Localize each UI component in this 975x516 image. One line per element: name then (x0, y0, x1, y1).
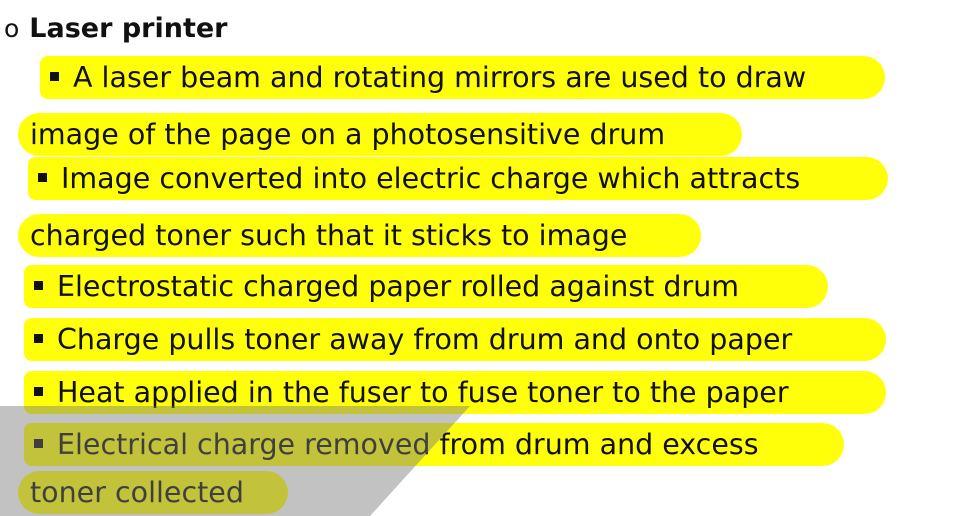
bullet-text: Electrical charge removed from drum and … (57, 428, 759, 461)
bullet-text: Heat applied in the fuser to fuse toner … (57, 376, 789, 409)
bullet-text: image of the page on a photosensitive dr… (30, 118, 666, 151)
square-bullet-icon (34, 386, 43, 396)
highlighted-line: Electrical charge removed from drum and … (24, 423, 844, 466)
highlighted-line: A laser beam and rotating mirrors are us… (40, 56, 885, 99)
bullet-text: toner collected (30, 476, 244, 509)
heading-title: Laser printer (29, 12, 228, 44)
highlighted-line: Electrostatic charged paper rolled again… (24, 265, 828, 308)
highlighted-line: image of the page on a photosensitive dr… (18, 113, 742, 156)
highlighted-line: toner collected (18, 471, 288, 514)
highlighted-line: charged toner such that it sticks to ima… (18, 214, 701, 257)
bullet-text: Image converted into electric charge whi… (61, 162, 801, 195)
square-bullet-icon (34, 333, 43, 343)
bullet-text: A laser beam and rotating mirrors are us… (73, 61, 807, 94)
bullet-text: charged toner such that it sticks to ima… (30, 219, 628, 252)
highlighted-line: Heat applied in the fuser to fuse toner … (24, 371, 886, 414)
square-bullet-icon (50, 71, 59, 81)
square-bullet-icon (38, 172, 47, 182)
square-bullet-icon (34, 438, 43, 448)
heading-bullet-icon: o (4, 13, 20, 43)
heading: o Laser printer (4, 8, 227, 48)
highlighted-line: Charge pulls toner away from drum and on… (24, 318, 886, 361)
highlighted-line: Image converted into electric charge whi… (28, 157, 888, 200)
bullet-text: Charge pulls toner away from drum and on… (57, 323, 793, 356)
square-bullet-icon (34, 280, 43, 290)
bullet-text: Electrostatic charged paper rolled again… (57, 270, 740, 303)
